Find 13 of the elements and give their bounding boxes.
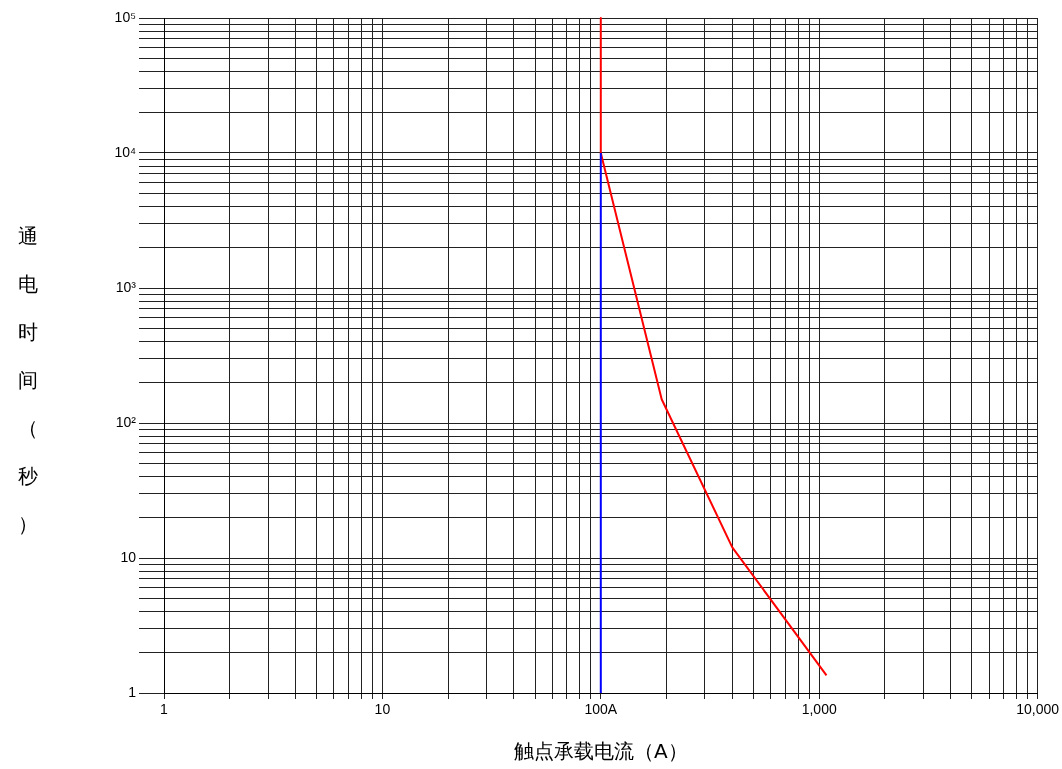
x-tick-label: 1,000 [801,701,837,718]
x-axis-title: 触点承载电流（A） [513,739,688,764]
y-tick-label: 1 [128,683,137,700]
text: 通电时间（秒） [18,224,38,536]
x-tick-label: 10 [374,701,391,718]
x-tick-label: 10,000 [1016,701,1060,718]
x-tick-label: 100A [584,701,618,718]
y-tick-label: 10² [115,413,137,430]
x-tick-label: 1 [160,701,169,718]
y-tick-label: 10⁵ [114,8,136,25]
y-tick-label: 10⁴ [114,143,136,160]
y-tick-label: 10 [120,548,137,565]
y-tick-label: 10³ [115,278,137,295]
